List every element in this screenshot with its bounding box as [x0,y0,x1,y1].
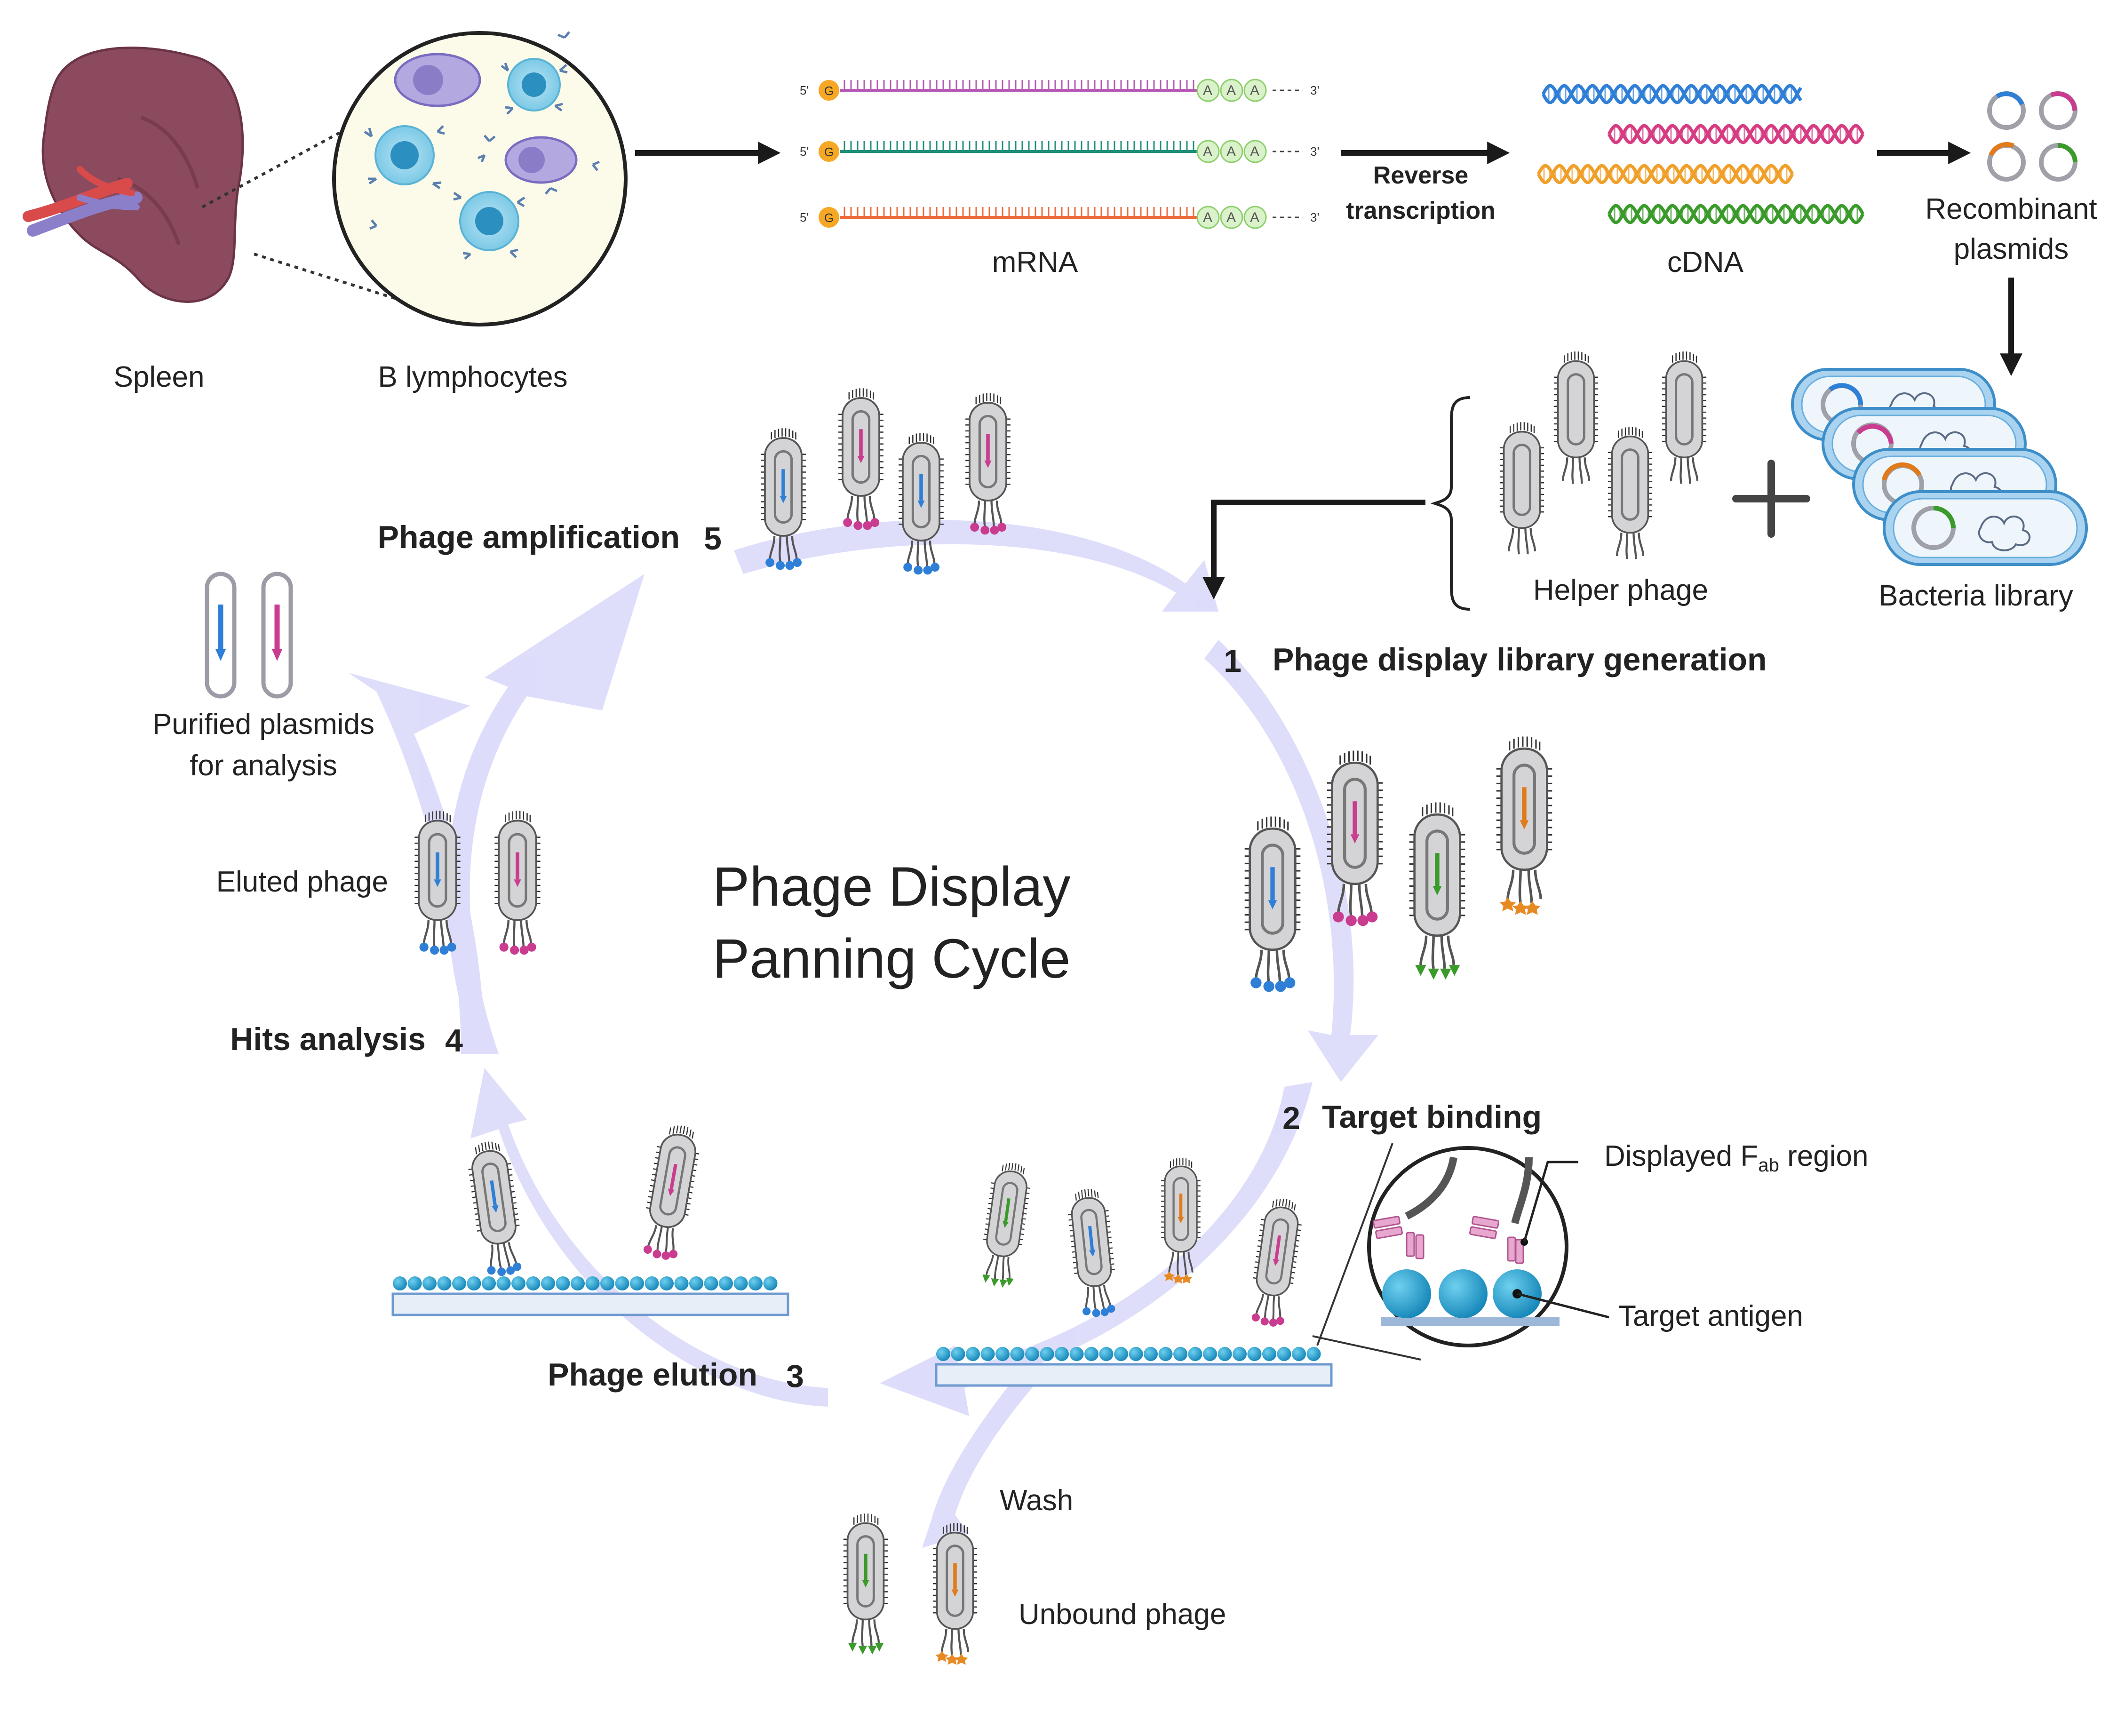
eluted-phage-label: Eluted phage [216,866,388,898]
purified-plasmids-icon [205,572,293,699]
spleen-label: Spleen [113,361,204,393]
cdna-helices [1536,84,1865,224]
step3-label: Phage elution [548,1357,757,1393]
step1-number: 1 [1224,643,1242,679]
purified-label-1: Purified plasmids [152,708,374,741]
b-lymphocyte-zoom [332,31,628,326]
svg-text:A: A [1250,144,1259,159]
plus-icon [1732,460,1810,538]
spleen-illustration [23,47,244,303]
mrna-label: mRNA [992,246,1078,279]
cap-g-3: G [824,211,834,225]
cdna-label: cDNA [1667,246,1744,279]
helper-phages [1500,351,1706,559]
fab-zoom [1312,1143,1609,1361]
cap-g-1: G [824,84,834,98]
svg-text:A: A [1226,210,1236,225]
mrna-strands [819,79,1303,229]
purified-label-2: for analysis [190,749,337,782]
fab-region-label: Displayed Fab region [1604,1140,1868,1176]
eluted-phages [414,811,540,955]
svg-text:A: A [1226,83,1236,98]
step1-label: Phage display library generation [1273,642,1767,677]
b-lymphocytes-label: B lymphocytes [378,361,567,393]
diagram-title-line-1: Phage Display [713,856,1071,918]
unbound-phages [844,1513,977,1665]
svg-text:A: A [1250,83,1259,98]
elution-plate [391,1122,789,1316]
target-binding-plate [935,1158,1333,1387]
recombinant-label-2: plasmids [1954,233,2069,265]
wash-label: Wash [1000,1484,1073,1517]
bacteria-library-icon [1791,368,2088,566]
unbound-phage-label: Unbound phage [1019,1598,1226,1631]
brace [1430,396,1471,611]
step2-number: 2 [1282,1100,1300,1136]
helper-phage-label: Helper phage [1533,574,1708,606]
target-antigen-label: Target antigen [1618,1300,1803,1332]
svg-text:A: A [1226,144,1236,159]
five-prime-1: 5' [800,83,809,97]
step4-label: Hits analysis [230,1021,426,1057]
bacteria-library-label: Bacteria library [1878,580,2073,612]
zoom-line-bottom [254,253,419,307]
five-prime-3: 5' [800,210,809,224]
recombinant-label-1: Recombinant [1925,193,2097,225]
svg-text:A: A [1203,144,1212,159]
reverse-transcription-label-2: transcription [1346,197,1496,224]
cap-g-2: G [824,145,834,159]
step5-label: Phage amplification [378,519,680,555]
step2-label: Target binding [1322,1099,1542,1135]
diagram-title-line-2: Panning Cycle [713,928,1071,990]
step4-number: 4 [445,1023,463,1059]
svg-text:A: A [1203,83,1212,98]
five-prime-2: 5' [800,144,809,159]
arrow-to-step1 [1202,500,1425,600]
recombinant-plasmids-icon [1987,91,2077,182]
reverse-transcription-label-1: Reverse [1373,162,1468,189]
three-prime-2: 3' [1310,144,1319,159]
cycle-arrows [348,520,1378,1548]
step3-number: 3 [786,1358,804,1394]
three-prime-3: 3' [1310,210,1319,224]
svg-text:A: A [1250,210,1259,225]
three-prime-1: 3' [1310,83,1319,97]
step5-number: 5 [704,521,722,557]
svg-text:A: A [1203,210,1212,225]
